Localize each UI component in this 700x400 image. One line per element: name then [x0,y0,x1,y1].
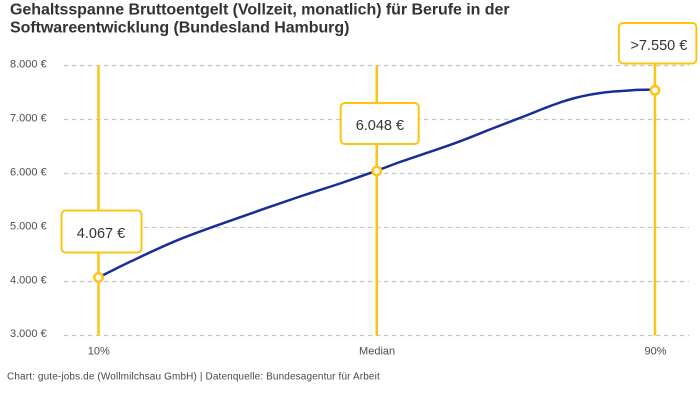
svg-text:Gehaltsspanne Bruttoentgelt (V: Gehaltsspanne Bruttoentgelt (Vollzeit, m… [10,1,510,18]
svg-text:3.000 €: 3.000 € [10,328,47,340]
svg-text:>7.550 €: >7.550 € [630,38,687,54]
svg-text:8.000 €: 8.000 € [10,59,47,71]
svg-text:4.067 €: 4.067 € [77,226,125,242]
svg-text:4.000 €: 4.000 € [10,274,47,286]
svg-text:6.048 €: 6.048 € [356,118,404,134]
svg-text:7.000 €: 7.000 € [10,113,47,125]
svg-text:Median: Median [359,345,395,357]
svg-text:Softwareentwicklung (Bundeslan: Softwareentwicklung (Bundesland Hamburg) [10,19,349,36]
svg-text:Chart: gute-jobs.de (Wollmilch: Chart: gute-jobs.de (Wollmilchsau GmbH) … [7,371,380,382]
svg-text:10%: 10% [88,345,110,357]
svg-text:90%: 90% [644,345,666,357]
svg-text:6.000 €: 6.000 € [10,167,47,179]
svg-text:5.000 €: 5.000 € [10,220,47,232]
